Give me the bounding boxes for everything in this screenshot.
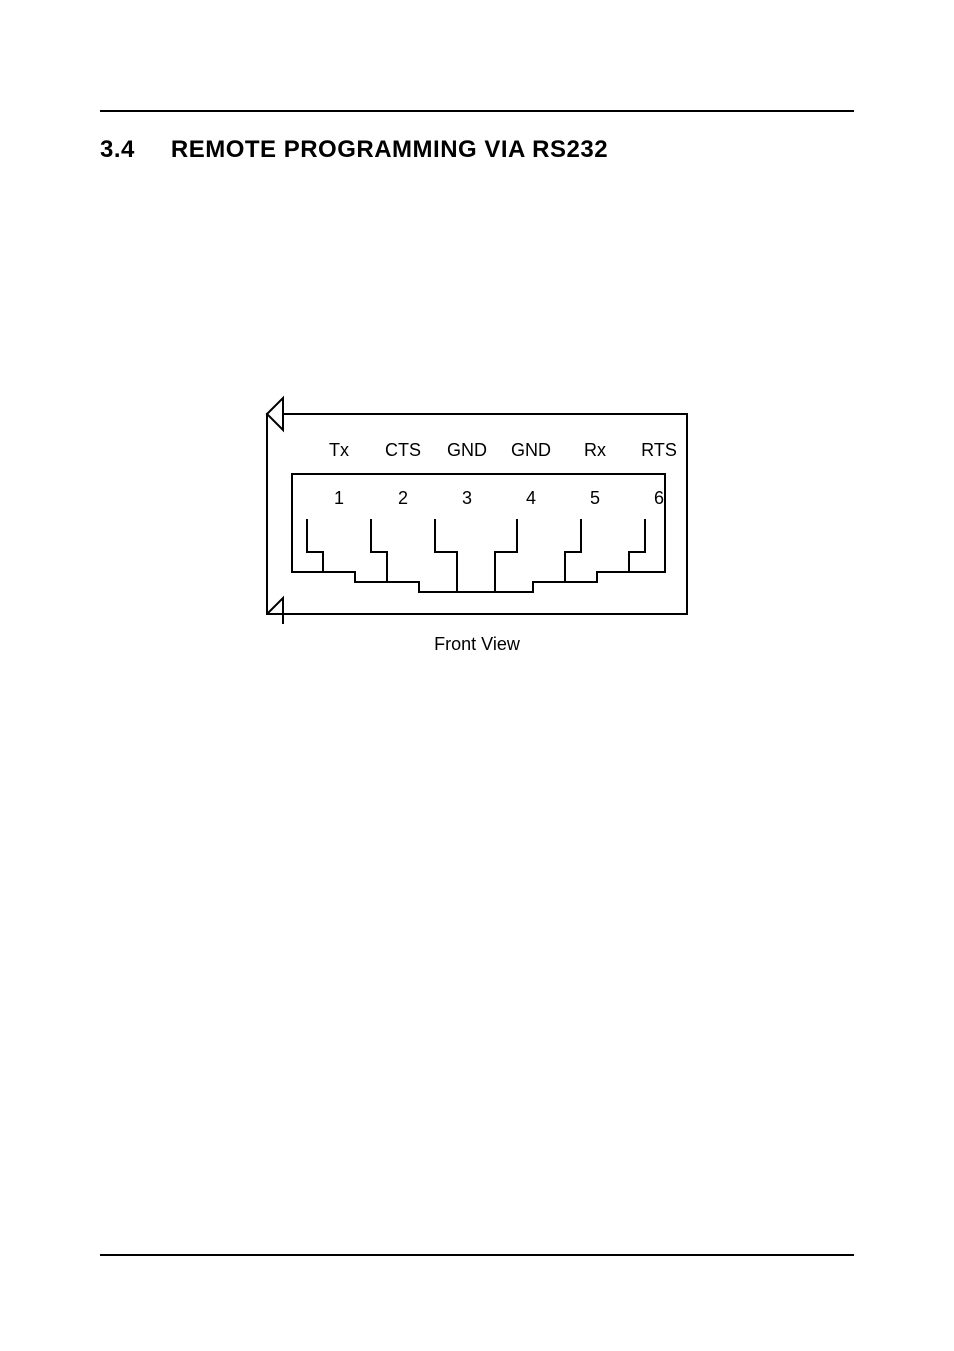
pin-number-1: 1	[334, 488, 344, 508]
pin-label-4: GND	[511, 440, 551, 460]
pin-label-6: RTS	[641, 440, 677, 460]
header-rule	[100, 110, 854, 112]
section-title: REMOTE PROGRAMMING VIA RS232	[171, 136, 608, 163]
pin-number-5: 5	[590, 488, 600, 508]
section-heading: 3.4 REMOTE PROGRAMMING VIA RS232	[100, 136, 854, 164]
pin-label-3: GND	[447, 440, 487, 460]
pin-number-6: 6	[654, 488, 664, 508]
connector-diagram: Tx CTS GND GND Rx RTS 1 2 3 4 5 6 Front View	[100, 394, 854, 655]
diagram-caption: Front View	[434, 634, 520, 655]
pin-number-2: 2	[398, 488, 408, 508]
rj-connector-svg: Tx CTS GND GND Rx RTS 1 2 3 4 5 6	[247, 394, 707, 624]
pin-label-1: Tx	[329, 440, 349, 460]
pin-label-2: CTS	[385, 440, 421, 460]
footer-rule	[100, 1254, 854, 1256]
pin-number-3: 3	[462, 488, 472, 508]
pin-number-4: 4	[526, 488, 536, 508]
pin-label-5: Rx	[584, 440, 606, 460]
section-number: 3.4	[100, 136, 135, 164]
